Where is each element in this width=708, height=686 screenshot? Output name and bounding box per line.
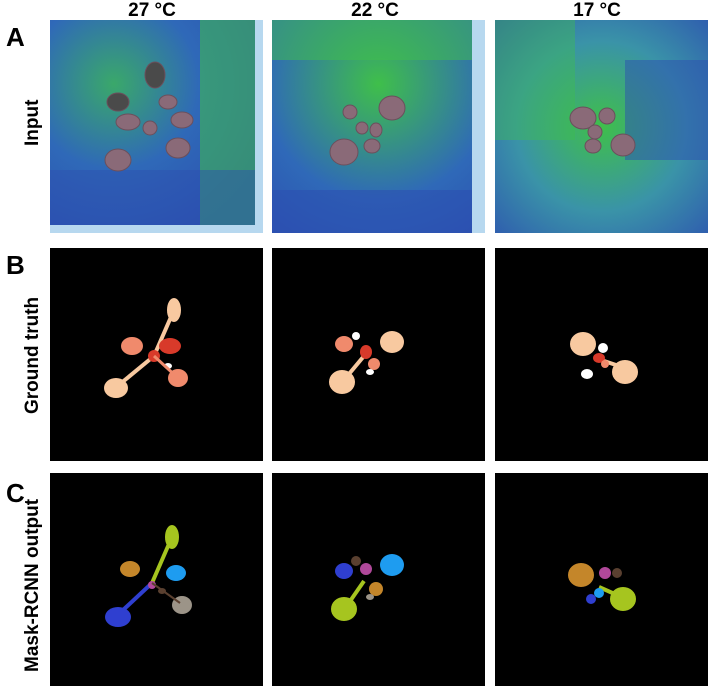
panel-letter-b: B <box>6 250 25 280</box>
ground-truth-mask-17c <box>495 248 708 461</box>
mask-rcnn-output-17c <box>495 473 708 686</box>
panel-letter-c: C <box>6 478 25 508</box>
ground-truth-mask-27c <box>50 248 263 461</box>
row-label-ground-truth: Ground truth <box>22 296 43 414</box>
row-label-input: Input <box>22 99 43 146</box>
mask-rcnn-output-27c <box>50 473 263 686</box>
input-image-27c <box>50 20 263 233</box>
column-header-22c: 22 °C <box>351 0 399 21</box>
mask-rcnn-output-22c <box>272 473 485 686</box>
panel-letter-a: A <box>6 22 25 52</box>
input-image-17c <box>495 20 708 233</box>
input-image-22c <box>272 20 485 233</box>
column-header-17c: 17 °C <box>573 0 621 21</box>
row-label-mask-rcnn-output: Mask-RCNN output <box>22 498 43 672</box>
ground-truth-mask-22c <box>272 248 485 461</box>
column-header-27c: 27 °C <box>128 0 176 21</box>
